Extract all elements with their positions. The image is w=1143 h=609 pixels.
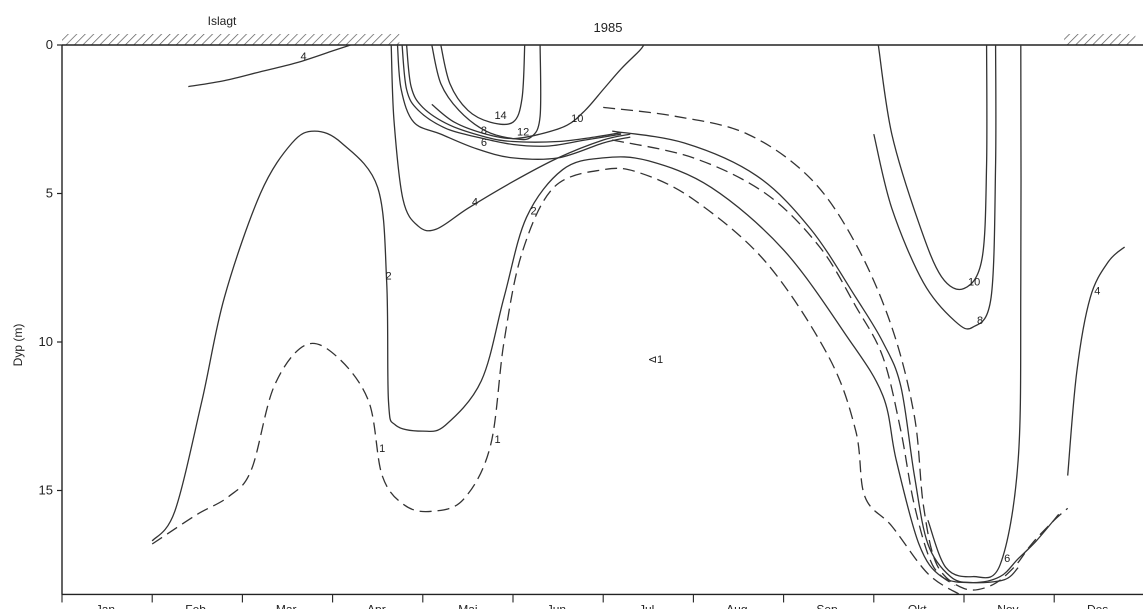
isoline-unlabeled-5	[612, 139, 956, 587]
month-label: Jul.	[639, 602, 658, 609]
month-label: Mar.	[276, 602, 299, 609]
isolines	[151, 44, 1126, 595]
isoline-4-0	[188, 44, 351, 88]
isoline-6-15	[927, 44, 1022, 579]
isoline-label-12: 12	[517, 127, 529, 139]
y-tick-label: 10	[39, 334, 53, 349]
isoline-4-16	[1067, 246, 1126, 476]
ice-hatch-2	[1064, 34, 1136, 45]
y-axis-label: Dyp (m)	[11, 324, 25, 367]
month-label: Mai	[458, 602, 477, 609]
isoline-10-13	[877, 44, 988, 291]
isoline-label-6: 6	[481, 137, 487, 149]
y-tick-label: 5	[46, 186, 53, 201]
isoline-label-2: 2	[531, 205, 537, 217]
month-label: Des.	[1087, 602, 1112, 609]
month-label: Sep.	[816, 602, 841, 609]
month-label: Okt.	[908, 602, 930, 609]
y-tick-label: 15	[39, 483, 53, 498]
month-label: Nov.	[997, 602, 1021, 609]
isoline-label-6: 6	[1004, 553, 1010, 565]
isoline-label-8: 8	[977, 315, 983, 327]
isoline-label-10: 10	[968, 277, 980, 289]
isoline-8-8	[401, 44, 622, 147]
isoline-4-6	[390, 44, 631, 232]
isoline-label-8: 8	[481, 125, 487, 137]
isoline-label-4: 4	[472, 196, 478, 208]
annotation-label: 1	[379, 443, 385, 455]
isoline-unlabeled-9	[405, 44, 622, 143]
isoline-unlabeled-4	[612, 130, 1019, 584]
y-tick-label: 0	[46, 37, 53, 52]
isoline-label-4: 4	[1094, 285, 1100, 297]
annotation-label: 2	[385, 271, 391, 283]
month-label: Jun.	[547, 602, 570, 609]
ice-cover-hatch	[62, 34, 1136, 45]
month-label: Feb.	[185, 602, 209, 609]
isoline-12-11	[431, 44, 542, 141]
isoline-8-14	[873, 44, 997, 330]
year-label: 1985	[594, 20, 623, 35]
isoline-label-1: 1	[494, 434, 500, 446]
ice-cover-label: Islagt	[208, 14, 237, 28]
isoline-label-10: 10	[571, 113, 583, 125]
annotation-label: ⊲1	[648, 354, 663, 366]
month-label: Aug.	[726, 602, 751, 609]
isoline-6-7	[396, 44, 631, 160]
isoline-label-14: 14	[494, 110, 506, 122]
isoline-1-1	[151, 167, 960, 595]
isoline-label-4: 4	[301, 51, 307, 63]
isoline-2-2	[151, 130, 1060, 584]
month-label: Jan.	[96, 602, 119, 609]
month-label: Apr.	[367, 602, 388, 609]
isoline-unlabeled-3	[603, 106, 1069, 591]
ice-hatch-1	[62, 34, 400, 45]
isoline-10-10	[431, 44, 645, 140]
axes: 0 5 10 15 Jan. Feb. Mar. Apr. Mai Jun. Jul. Aug. Sep…	[39, 37, 1143, 609]
isoline-14-12	[440, 44, 526, 126]
